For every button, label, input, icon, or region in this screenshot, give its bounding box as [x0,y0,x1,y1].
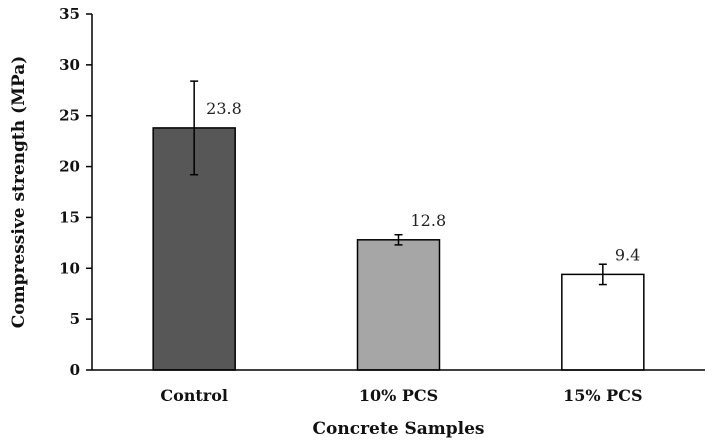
error-bar-1 [394,233,403,246]
category-label-2: 15% PCS [563,386,642,405]
y-tick-label: 20 [59,158,80,176]
x-axis-categories: Control 10% PCS 15% PCS [160,386,642,405]
y-tick-label: 10 [59,259,80,277]
category-label-1: 10% PCS [359,386,438,405]
x-axis-title: Concrete Samples [313,419,485,439]
bars [152,127,645,371]
y-tick-label: 35 [59,5,80,23]
y-tick-label: 15 [59,208,80,226]
bar-2 [561,273,645,371]
data-label-1: 12.8 [411,211,447,230]
data-label-0: 23.8 [206,99,242,118]
bar-1 [356,239,441,371]
category-label-0: Control [160,386,228,405]
data-labels: 23.8 12.8 9.4 [206,99,640,264]
error-bars [190,80,607,286]
y-axis-title: Compressive strength (MPa) [9,56,29,329]
data-label-2: 9.4 [615,245,640,264]
y-tick-label: 0 [70,361,80,379]
error-bar-2 [598,263,607,286]
y-tick-label: 30 [59,56,80,74]
y-tick-label: 5 [70,310,80,328]
error-bar-0 [190,80,199,176]
y-tick-label: 25 [59,107,80,125]
y-axis-ticks: 0 5 10 15 20 25 30 35 [59,5,92,379]
